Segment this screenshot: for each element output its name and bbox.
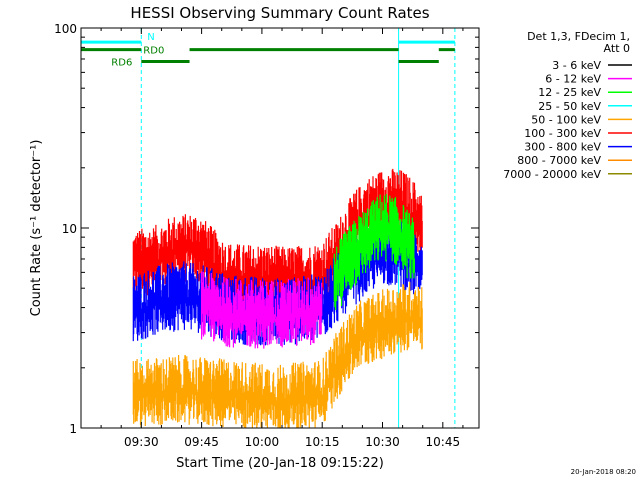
legend-label-100-300-kev: 100 - 300 keV bbox=[524, 127, 601, 140]
legend-label-25-50-kev: 25 - 50 keV bbox=[538, 100, 601, 113]
y-tick-label: 100 bbox=[54, 22, 77, 36]
series-trace-6-12-kev bbox=[201, 271, 323, 349]
legend-header-line-1: Det 1,3, FDecim 1, bbox=[527, 30, 630, 43]
series-trace-50-100-kev bbox=[132, 282, 423, 428]
status-bar-label-n: N bbox=[147, 32, 154, 43]
x-tick-label: 10:15 bbox=[305, 435, 340, 449]
x-tick-label: 10:00 bbox=[245, 435, 280, 449]
legend-label-7000-20000-kev: 7000 - 20000 keV bbox=[503, 168, 601, 181]
x-tick-label: 09:45 bbox=[184, 435, 219, 449]
status-bars: N RD0 RD6 bbox=[81, 32, 455, 68]
legend-label-50-100-kev: 50 - 100 keV bbox=[531, 113, 601, 126]
y-tick-label: 1 bbox=[69, 422, 77, 436]
x-tick-label: 10:45 bbox=[426, 435, 461, 449]
x-axis-label: Start Time (20-Jan-18 09:15:22) bbox=[176, 456, 384, 471]
y-axis-label: Count Rate (s⁻¹ detector⁻¹) bbox=[29, 140, 44, 317]
x-tick-label: 09:30 bbox=[124, 435, 159, 449]
legend-label-6-12-kev: 6 - 12 keV bbox=[545, 73, 601, 86]
footer-date: 20-Jan-2018 08:20 bbox=[571, 468, 636, 476]
legend-label-800-7000-kev: 800 - 7000 keV bbox=[517, 154, 601, 167]
chart-title: HESSI Observing Summary Count Rates bbox=[130, 4, 429, 22]
y-tick-label: 10 bbox=[62, 222, 77, 236]
status-bar-label-rd6: RD6 bbox=[111, 57, 132, 68]
legend-label-12-25-kev: 12 - 25 keV bbox=[538, 86, 601, 99]
axes: 09:30 09:45 10:00 10:15 10:30 10:45 1 10 100 bbox=[54, 22, 479, 449]
legend-label-300-800-kev: 300 - 800 keV bbox=[524, 141, 601, 154]
legend-header-line-2: Att 0 bbox=[604, 42, 630, 55]
series-trace-12-25-kev bbox=[333, 194, 415, 311]
series-layer bbox=[132, 168, 423, 428]
status-bar-label-rd0: RD0 bbox=[143, 46, 164, 57]
x-tick-label: 10:30 bbox=[365, 435, 400, 449]
legend-label-3-6-kev: 3 - 6 keV bbox=[552, 59, 601, 72]
